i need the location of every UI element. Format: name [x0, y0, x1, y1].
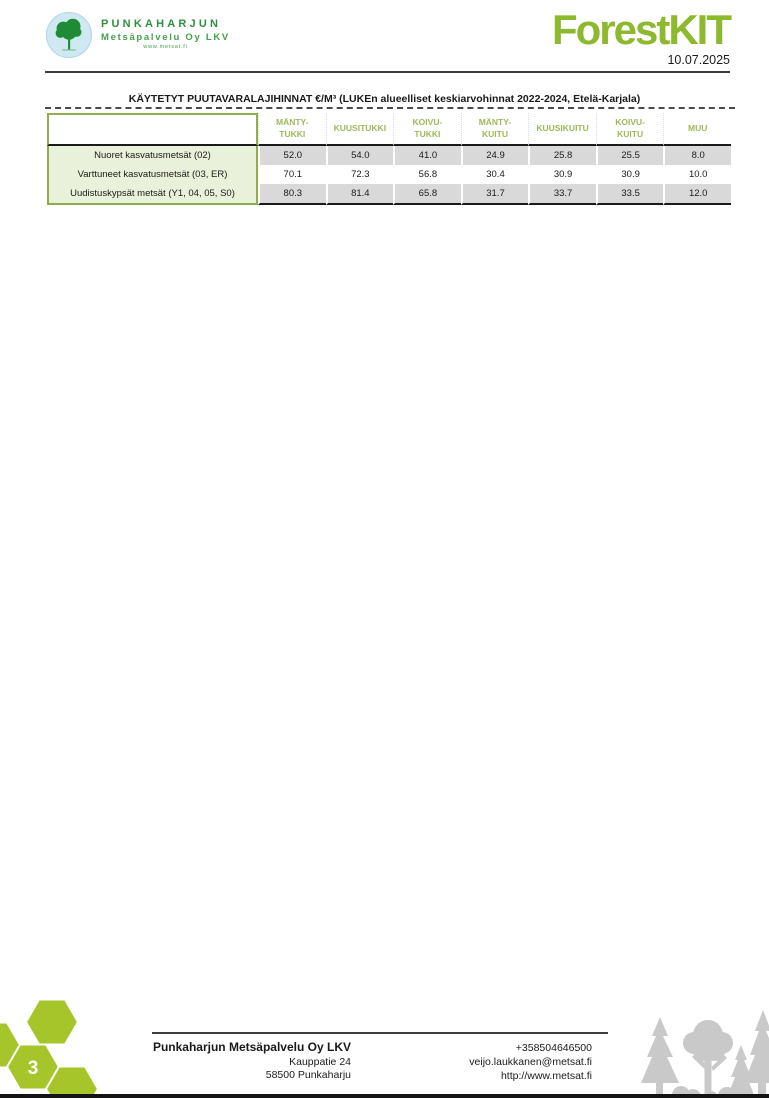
table-cell: 81.4 — [325, 184, 394, 205]
table-cell: 25.8 — [528, 146, 596, 165]
table-cell: 30.9 — [595, 165, 664, 184]
table-cell: 24.9 — [460, 146, 529, 165]
table-cell: 33.5 — [595, 184, 664, 205]
table-cell: 25.5 — [595, 146, 664, 165]
logo-website: www.metsat.fi — [143, 44, 188, 51]
forestkit-logo: ForestKIT — [551, 6, 732, 53]
table-cell: 41.0 — [393, 146, 461, 165]
footer-phone: +358504646500 — [515, 1042, 592, 1054]
column-header-muu: MUU — [663, 113, 731, 146]
row-label: Nuoret kasvatusmetsät (02) — [47, 146, 258, 165]
hexagon-page-decoration: 3 — [0, 998, 100, 1098]
row-label: Uudistuskypsät metsät (Y1, 04, 05, S0) — [47, 184, 258, 205]
footer-address: Punkaharjun Metsäpalvelu Oy LKV Kauppati… — [100, 1040, 351, 1083]
column-header-kuusikuitu: KUUSIKUITU — [528, 113, 596, 146]
footer-company-name: Punkaharjun Metsäpalvelu Oy LKV — [152, 1040, 351, 1054]
page-number: 3 — [28, 1058, 39, 1079]
footer-contact: +358504646500 veijo.laukkanen@metsat.fi … — [342, 1042, 592, 1084]
logo-subtitle: Metsäpalvelu Oy LKV — [101, 31, 230, 43]
footer-street: Kauppatie 24 — [289, 1055, 351, 1068]
table-cell: 30.9 — [528, 165, 596, 184]
table-cell: 30.4 — [460, 165, 529, 184]
table-cell: 65.8 — [393, 184, 461, 205]
row-label: Varttuneet kasvatusmetsät (03, ER) — [47, 165, 258, 184]
punkaharjun-logo: PUNKAHARJUN Metsäpalvelu Oy LKV www.mets… — [46, 12, 230, 58]
footer-website-link[interactable]: http://www.metsat.fi — [500, 1069, 592, 1082]
tree-icon — [55, 18, 82, 51]
table-cell: 12.0 — [663, 184, 731, 205]
table-cell: 56.8 — [393, 165, 461, 184]
table-cell: 52.0 — [258, 146, 326, 165]
header-divider — [45, 71, 730, 73]
logo-text: PUNKAHARJUN Metsäpalvelu Oy LKV www.mets… — [101, 18, 230, 52]
dashed-divider — [45, 107, 735, 109]
column-header-mantykuitu: MÄNTY- KUITU — [460, 113, 529, 146]
price-table: MÄNTY- TUKKI KUUSITUKKI KOIVU- TUKKI MÄN… — [47, 113, 731, 205]
report-date: 10.07.2025 — [667, 53, 730, 67]
spruce-tree-icon — [641, 1017, 679, 1098]
column-header-koivutukki: KOIVU- TUKKI — [393, 113, 461, 146]
tree-logo-icon — [46, 12, 92, 58]
table-cell: 33.7 — [528, 184, 596, 205]
footer-city: 58500 Punkaharju — [265, 1069, 351, 1082]
right-spruce-icon — [744, 1010, 769, 1098]
footer-divider — [152, 1032, 608, 1034]
table-title: KÄYTETYT PUUTAVARALAJIHINNAT €/M³ (LUKEn… — [128, 93, 641, 105]
table-cell: 70.1 — [258, 165, 326, 184]
logo-name: PUNKAHARJUN — [101, 18, 222, 31]
table-cell: 10.0 — [663, 165, 731, 184]
table-corner-cell — [47, 113, 258, 146]
table-cell: 54.0 — [325, 146, 394, 165]
forest-silhouette-decoration — [641, 1010, 769, 1098]
deciduous-tree-icon — [683, 1020, 733, 1098]
column-header-mantytukki: MÄNTY- TUKKI — [258, 113, 326, 146]
footer-email-link[interactable]: veijo.laukkanen@metsat.fi — [469, 1055, 592, 1068]
table-cell: 8.0 — [663, 146, 731, 165]
column-header-koivukuitu: KOIVU- KUITU — [595, 113, 664, 146]
table-cell: 72.3 — [325, 165, 394, 184]
table-cell: 31.7 — [460, 184, 529, 205]
column-header-kuusitukki: KUUSITUKKI — [325, 113, 394, 146]
bottom-edge-bar — [0, 1094, 769, 1098]
table-cell: 80.3 — [258, 184, 326, 205]
